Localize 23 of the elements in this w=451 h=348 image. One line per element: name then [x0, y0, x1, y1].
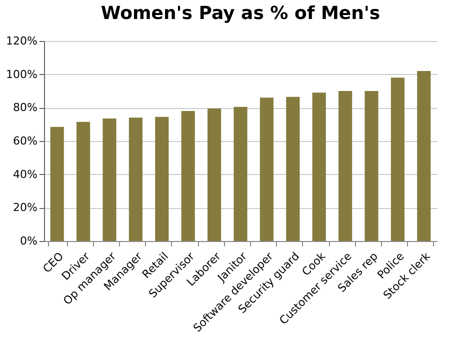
bar	[390, 78, 404, 241]
y-tick-label: 40%	[13, 168, 38, 181]
bar	[312, 92, 326, 241]
y-tick-label: 0%	[20, 234, 38, 248]
bar	[234, 106, 248, 241]
bar	[364, 91, 378, 241]
bar	[417, 71, 431, 241]
y-tick-label: 20%	[13, 201, 38, 214]
y-tick-label: 60%	[13, 134, 38, 148]
y-tick-label: 80%	[13, 101, 38, 114]
chart-title: Women's Pay as % of Men's	[100, 3, 380, 24]
bar	[260, 98, 274, 241]
y-tick-label: 100%	[6, 68, 38, 81]
bar	[181, 111, 195, 241]
bar	[76, 122, 90, 241]
bar	[208, 108, 222, 241]
bar	[50, 126, 64, 241]
bar	[102, 118, 116, 241]
bar	[155, 116, 169, 241]
bar	[128, 118, 142, 241]
y-tick-label: 120%	[6, 34, 38, 48]
bar	[286, 96, 300, 241]
bar	[338, 91, 352, 241]
